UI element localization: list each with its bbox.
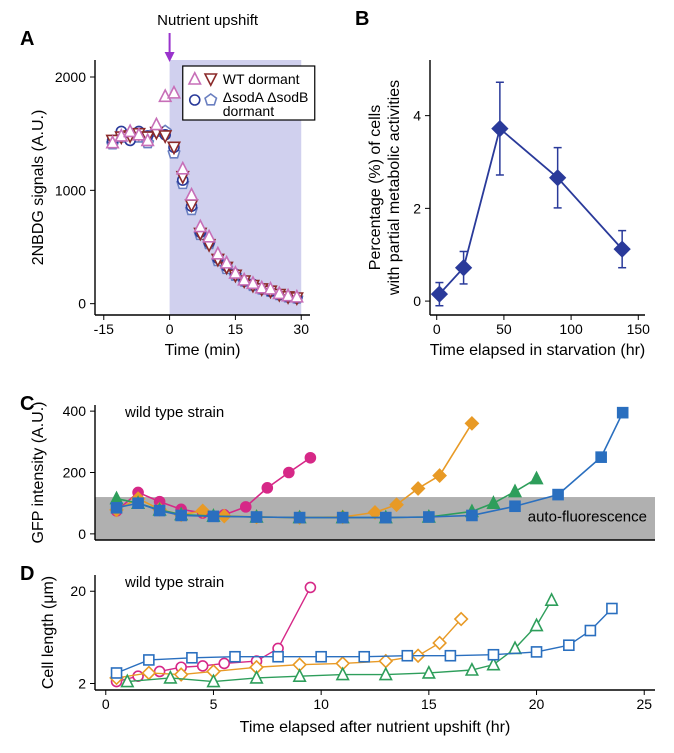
svg-text:4: 4 — [413, 108, 421, 124]
panel-b-ylabel2: with partial metabolic activities — [386, 80, 403, 296]
panel-b: 0 50 100 150 0 2 4 Time elapsed in starvation (… — [355, 8, 650, 359]
svg-text:0: 0 — [413, 293, 421, 309]
panel-d: 0 5 10 15 20 25 2 20 Dwild type strain Cell lengt… — [20, 563, 655, 736]
panel-a-xlabel: Time (min) — [165, 342, 241, 359]
svg-text:5: 5 — [210, 696, 218, 712]
panel-b-label: B — [355, 8, 369, 30]
svg-text:50: 50 — [496, 321, 512, 337]
svg-text:30: 30 — [293, 321, 309, 337]
panel-a-ylabel: 2NBDG signals (A.U.) — [30, 110, 47, 266]
svg-text:25: 25 — [636, 696, 652, 712]
svg-text:0: 0 — [78, 526, 86, 542]
svg-text:15: 15 — [228, 321, 244, 337]
svg-text:150: 150 — [627, 321, 651, 337]
panel-c-strain: wild type strain — [124, 404, 224, 421]
svg-text:200: 200 — [63, 465, 87, 481]
panel-a-label: A — [20, 28, 34, 50]
svg-text:1000: 1000 — [55, 182, 86, 198]
panel-c-ylabel: GFP intensity (A.U.) — [30, 402, 47, 544]
svg-text:0: 0 — [102, 696, 110, 712]
panel-d-label: D — [20, 563, 34, 585]
legend-wt: WT dormant — [223, 71, 300, 87]
svg-text:20: 20 — [70, 583, 86, 599]
panel-a: -15 0 15 30 0 1000 2000 Time (min) 2NBDG signals… — [20, 12, 315, 359]
svg-text:-15: -15 — [94, 321, 114, 337]
svg-text:10: 10 — [313, 696, 329, 712]
svg-text:400: 400 — [63, 403, 87, 419]
panel-b-xlabel: Time elapsed in starvation (hr) — [430, 342, 646, 359]
auto-fluorescence-label: auto-fluorescence — [528, 509, 647, 526]
svg-text:100: 100 — [559, 321, 583, 337]
svg-text:0: 0 — [78, 296, 86, 312]
upshift-label: Nutrient upshift — [157, 12, 259, 29]
panel-d-xlabel: Time elapsed after nutrient upshift (hr) — [240, 719, 511, 736]
panel-b-ylabel1: Percentage (%) of cells — [367, 105, 384, 270]
svg-text:2: 2 — [78, 675, 86, 691]
svg-text:2000: 2000 — [55, 69, 86, 85]
panel-d-strain: wild type strain — [124, 574, 224, 591]
figure-root: -1501530010002000Time (min)2NBDG signals… — [0, 0, 674, 753]
svg-text:dormant: dormant — [223, 103, 274, 119]
svg-text:2: 2 — [413, 200, 421, 216]
svg-text:0: 0 — [166, 321, 174, 337]
panel-d-ylabel: Cell length (μm) — [40, 576, 57, 689]
svg-text:20: 20 — [529, 696, 545, 712]
panel-c: 0200400Cwild type strainauto-fluorescenc… — [20, 393, 655, 543]
svg-text:0: 0 — [433, 321, 441, 337]
svg-text:15: 15 — [421, 696, 437, 712]
